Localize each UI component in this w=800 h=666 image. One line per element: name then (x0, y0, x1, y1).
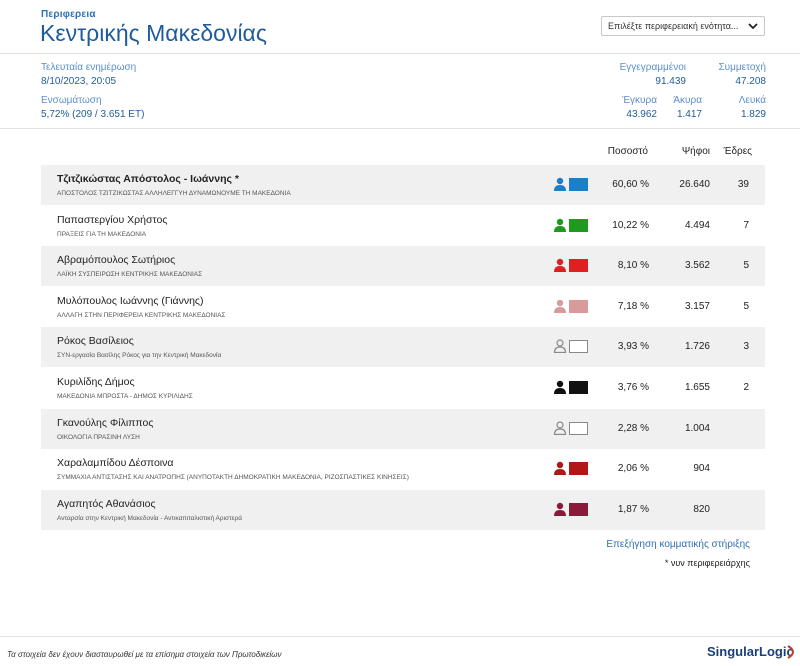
seat-count: 7 (743, 219, 749, 231)
candidate-name: Γκανούλης Φίλιππος (57, 416, 154, 429)
person-icon (554, 380, 566, 394)
turnout-value: 47.208 (735, 76, 766, 87)
party-color-swatch (569, 502, 588, 516)
integration-value: 5,72% (209 / 3.651 ΕΤ) (41, 109, 145, 120)
vote-count: 26.640 (679, 179, 710, 190)
vote-count: 904 (693, 463, 710, 475)
party-name: ΟΙΚΟΛΟΓΙΑ ΠΡΑΣΙΝΗ ΛΥΣΗ (57, 433, 140, 441)
valid-value: 43.962 (626, 109, 657, 120)
person-icon (554, 299, 566, 313)
candidate-name: Κυριλίδης Δήμος (57, 376, 135, 388)
page-title: Κεντρικής Μακεδονίας (40, 20, 267, 46)
candidate-name: Τζιτζικώστας Απόστολος - Ιωάννης * (57, 173, 239, 185)
vote-percentage: 2,06 % (617, 463, 649, 475)
valid-label: Έγκυρα (622, 95, 657, 106)
disclaimer-text: Τα στοιχεία δεν έχουν διασταυρωθεί με τα… (7, 650, 282, 659)
candidate-name: Αβραμόπουλος Σωτήριος (57, 254, 176, 267)
seat-count: 3 (743, 341, 749, 353)
page-footer: Τα στοιχεία δεν έχουν διασταυρωθεί με τα… (0, 636, 800, 666)
party-name: ΜΑΚΕΔΟΝΙΑ ΜΠΡΟΣΤΑ - ΔΗΜΟΣ ΚΥΡΙΛΙΔΗΣ (57, 393, 193, 400)
party-name: ΣΥΜΜΑΧΙΑ ΑΝΤΙΣΤΑΣΗΣ ΚΑΙ ΑΝΑΤΡΟΠΗΣ (ΑΝΥΠΟ… (57, 474, 409, 482)
person-icon (553, 339, 567, 354)
person-icon (553, 420, 567, 435)
singularlogic-logo: SingularLogic (707, 644, 794, 659)
party-name: Ανταρσία στην Κεντρική Μακεδονία - Αντικ… (57, 514, 242, 522)
page-header: Περιφερεια Κεντρικής Μακεδονίας Επιλέξτε… (0, 0, 800, 54)
table-row[interactable]: Γκανούλης Φίλιππος ΟΙΚΟΛΟΓΙΑ ΠΡΑΣΙΝΗ ΛΥΣΗ… (41, 408, 765, 449)
support-explanation-link[interactable]: Επεξήγηση κομματικής στήριξης (606, 539, 750, 550)
incumbent-note: * νυν περιφερειάρχης (664, 558, 750, 568)
vote-count: 1.655 (684, 382, 710, 393)
person-icon (554, 461, 566, 476)
party-name: ΠΡΑΞΕΙΣ ΓΙΑ ΤΗ ΜΑΚΕΔΟΝΙΑ (57, 230, 147, 238)
table-row[interactable]: Μυλόπουλος Ιωάννης (Γιάννης) ΑΛΛΑΓΗ ΣΤΗΝ … (41, 287, 765, 327)
table-row[interactable]: Αγαπητός Αθανάσιος Ανταρσία στην Κεντρική… (41, 489, 765, 530)
table-row[interactable]: Κυριλίδης Δήμος ΜΑΚΕΔΟΝΙΑ ΜΠΡΟΣΤΑ - ΔΗΜΟΣ… (41, 368, 765, 408)
vote-count: 3.562 (684, 260, 710, 272)
vote-count: 820 (693, 503, 710, 515)
party-color-swatch (569, 421, 588, 435)
table-row[interactable]: Παπαστεργίου Χρήστος ΠΡΑΞΕΙΣ ΓΙΑ ΤΗ ΜΑΚΕΔ… (41, 206, 765, 246)
vote-percentage: 10,22 % (612, 219, 649, 231)
vote-percentage: 3,76 % (617, 382, 649, 393)
seat-count: 5 (743, 260, 749, 272)
vote-percentage: 8,10 % (617, 260, 649, 272)
candidate-name: Αγαπητός Αθανάσιος (57, 497, 156, 510)
vote-count: 1.726 (684, 341, 710, 353)
last-update-value: 8/10/2023, 20:05 (41, 76, 117, 87)
party-name: ΛΑΪΚΗ ΣΥΣΠΕΙΡΩΣΗ ΚΕΝΤΡΙΚΗΣ ΜΑΚΕΔΟΝΙΑΣ (57, 271, 203, 279)
registered-value: 91.439 (655, 76, 686, 87)
vote-percentage: 7,18 % (617, 300, 649, 312)
table-row[interactable]: Χαραλαμπίδου Δέσποινα ΣΥΜΜΑΧΙΑ ΑΝΤΙΣΤΑΣΗΣ… (41, 449, 765, 489)
candidate-name: Χαραλαμπίδου Δέσποινα (57, 457, 174, 470)
party-name: ΑΛΛΑΓΗ ΣΤΗΝ ΠΕΡΙΦΕΡΕΙΑ ΚΕΝΤΡΙΚΗΣ ΜΑΚΕΔΟΝ… (57, 311, 226, 319)
seat-count: 2 (743, 382, 749, 393)
person-icon (554, 177, 566, 191)
candidate-name: Ρόκος Βασίλειος (57, 335, 134, 348)
invalid-label: Άκυρα (673, 95, 702, 106)
party-name: ΣΥΝ-εργασία Βασίλης Ρόκος για την Κεντρι… (57, 352, 222, 360)
person-icon (554, 502, 566, 516)
invalid-value: 1.417 (676, 109, 702, 120)
region-type-label: Περιφερεια (41, 9, 96, 20)
table-row[interactable]: Ρόκος Βασίλειος ΣΥΝ-εργασία Βασίλης Ρόκος… (41, 327, 765, 368)
vote-count: 4.494 (684, 219, 710, 231)
vote-percentage: 1,87 % (617, 503, 649, 515)
party-color-swatch (569, 178, 588, 191)
candidate-name: Παπαστεργίου Χρήστος (57, 213, 168, 226)
party-color-swatch (569, 462, 588, 476)
logo-arc-icon (787, 645, 794, 659)
summary-stats: Τελευταία ενημέρωση 8/10/2023, 20:05 Ενσ… (0, 54, 800, 129)
column-header-votes: Ψήφοι (681, 146, 710, 157)
party-name: ΑΠΟΣΤΟΛΟΣ ΤΖΙΤΖΙΚΩΣΤΑΣ ΑΛΛΗΛΕΓΓΥΗ ΔΥΝΑΜΩ… (57, 190, 291, 197)
party-color-swatch (569, 381, 588, 394)
party-color-swatch (569, 340, 588, 354)
seat-count: 39 (737, 179, 749, 190)
column-header-seats: Έδρες (723, 146, 752, 157)
person-icon (554, 218, 566, 232)
seat-count: 5 (743, 300, 749, 312)
candidate-name: Μυλόπουλος Ιωάννης (Γιάννης) (57, 294, 204, 307)
party-color-swatch (569, 218, 588, 232)
integration-label: Ενσωμάτωση (41, 95, 102, 106)
last-update-label: Τελευταία ενημέρωση (41, 62, 137, 73)
vote-percentage: 60,60 % (612, 179, 649, 190)
vote-percentage: 3,93 % (617, 341, 649, 353)
person-icon (554, 258, 566, 273)
regional-unit-select[interactable]: Επιλέξτε περιφερειακή ενότητα... (601, 16, 765, 36)
turnout-label: Συμμετοχή (718, 62, 766, 73)
chevron-down-icon (748, 23, 758, 30)
vote-percentage: 2,28 % (617, 422, 649, 434)
regional-unit-select-text: Επιλέξτε περιφερειακή ενότητα... (608, 21, 739, 31)
party-color-swatch (569, 259, 588, 273)
blank-label: Λευκά (738, 95, 766, 106)
blank-value: 1.829 (740, 109, 766, 120)
column-header-percent: Ποσοστό (607, 146, 648, 157)
party-color-swatch (569, 299, 588, 313)
vote-count: 1.004 (684, 422, 710, 434)
vote-count: 3.157 (684, 300, 710, 312)
registered-label: Εγγεγραμμένοι (619, 62, 686, 73)
table-row[interactable]: Αβραμόπουλος Σωτήριος ΛΑΪΚΗ ΣΥΣΠΕΙΡΩΣΗ ΚΕ… (41, 246, 765, 287)
table-row[interactable]: Τζιτζικώστας Απόστολος - Ιωάννης * ΑΠΟΣΤΟ… (41, 165, 765, 205)
